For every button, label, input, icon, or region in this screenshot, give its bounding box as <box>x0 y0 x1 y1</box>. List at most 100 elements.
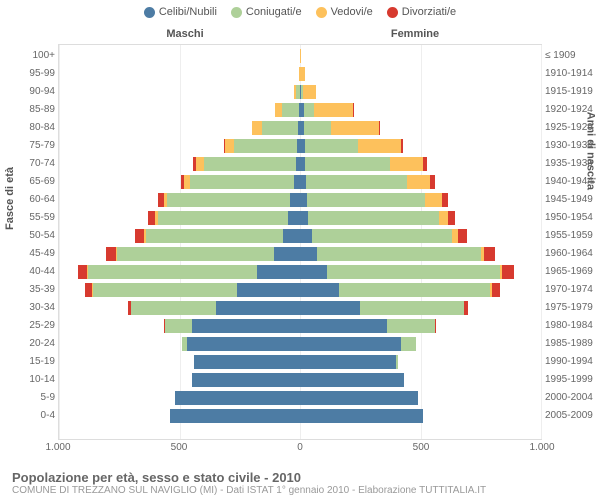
age-row: 100+≤ 1909 <box>59 47 541 65</box>
age-label: 45-49 <box>17 245 55 263</box>
age-label: 70-74 <box>17 155 55 173</box>
segment-d <box>135 229 143 243</box>
segment-v <box>196 157 204 171</box>
bar-left <box>135 229 300 243</box>
celibi-swatch-icon <box>144 7 155 18</box>
bar-right <box>300 67 305 81</box>
gender-headers: Maschi Femmine <box>70 28 530 40</box>
segment-c <box>300 265 327 279</box>
bar-right <box>300 247 495 261</box>
segment-d <box>148 211 155 225</box>
bar-left <box>252 121 300 135</box>
legend-label: Celibi/Nubili <box>159 6 217 18</box>
legend: Celibi/NubiliConiugati/eVedovi/eDivorzia… <box>0 0 600 18</box>
age-row: 45-491960-1964 <box>59 245 541 263</box>
segment-c <box>300 337 401 351</box>
segment-co <box>190 175 294 189</box>
age-row: 75-791930-1934 <box>59 137 541 155</box>
age-label: 95-99 <box>17 65 55 83</box>
segment-co <box>304 103 315 117</box>
birth-year-label: 1945-1949 <box>545 191 597 209</box>
segment-d <box>492 283 500 297</box>
age-label: 15-19 <box>17 353 55 371</box>
age-row: 40-441965-1969 <box>59 263 541 281</box>
bar-right <box>300 265 514 279</box>
segment-co <box>387 319 435 333</box>
birth-year-label: ≤ 1909 <box>545 47 597 65</box>
bar-left <box>85 283 300 297</box>
bar-right <box>300 175 435 189</box>
bar-right <box>300 319 436 333</box>
segment-v <box>314 103 353 117</box>
bar-left <box>224 139 300 153</box>
segment-c <box>237 283 300 297</box>
chart-title: Popolazione per età, sesso e stato civil… <box>12 470 588 485</box>
segment-c <box>300 319 387 333</box>
segment-c <box>274 247 301 261</box>
segment-c <box>300 391 418 405</box>
bar-right <box>300 229 467 243</box>
bar-left <box>128 301 300 315</box>
bar-right <box>300 121 380 135</box>
x-tick: 1.000 <box>45 442 70 453</box>
bar-left <box>193 355 300 369</box>
segment-co <box>204 157 296 171</box>
bar-left <box>164 319 300 333</box>
segment-v <box>275 103 282 117</box>
segment-v <box>225 139 235 153</box>
segment-co <box>158 211 288 225</box>
age-label: 25-29 <box>17 317 55 335</box>
birth-year-label: 2000-2004 <box>545 389 597 407</box>
segment-v <box>252 121 262 135</box>
segment-co <box>304 121 331 135</box>
segment-c <box>194 355 300 369</box>
bar-left <box>170 409 300 423</box>
bar-right <box>300 49 301 63</box>
segment-c <box>300 301 360 315</box>
age-label: 60-64 <box>17 191 55 209</box>
age-row: 55-591950-1954 <box>59 209 541 227</box>
segment-d <box>464 301 468 315</box>
age-row: 20-241985-1989 <box>59 335 541 353</box>
segment-co <box>317 247 481 261</box>
chart-area: 100+≤ 190995-991910-191490-941915-191985… <box>58 44 542 440</box>
age-row: 35-391970-1974 <box>59 281 541 299</box>
bar-right <box>300 301 468 315</box>
segment-co <box>165 319 192 333</box>
age-row: 10-141995-1999 <box>59 371 541 389</box>
segment-co <box>93 283 238 297</box>
age-label: 90-94 <box>17 83 55 101</box>
birth-year-label: 1990-1994 <box>545 353 597 371</box>
bar-right <box>300 283 500 297</box>
age-label: 30-34 <box>17 299 55 317</box>
segment-d <box>401 139 403 153</box>
segment-d <box>435 319 436 333</box>
segment-c <box>300 193 307 207</box>
bar-left <box>275 103 300 117</box>
age-label: 35-39 <box>17 281 55 299</box>
segment-co <box>88 265 257 279</box>
segment-co <box>401 337 415 351</box>
segment-v <box>358 139 401 153</box>
vedovi-swatch-icon <box>316 7 327 18</box>
segment-co <box>308 211 438 225</box>
birth-year-label: 1950-1954 <box>545 209 597 227</box>
bar-left <box>193 157 300 171</box>
segment-d <box>502 265 514 279</box>
bar-left <box>148 211 300 225</box>
segment-co <box>262 121 298 135</box>
bar-right <box>300 337 416 351</box>
segment-c <box>290 193 300 207</box>
age-row: 30-341975-1979 <box>59 299 541 317</box>
segment-d <box>430 175 435 189</box>
age-row: 50-541955-1959 <box>59 227 541 245</box>
segment-c <box>300 229 312 243</box>
birth-year-label: 1965-1969 <box>545 263 597 281</box>
segment-d <box>442 193 448 207</box>
segment-c <box>300 211 308 225</box>
bar-right <box>300 391 418 405</box>
birth-year-label: 1975-1979 <box>545 299 597 317</box>
birth-year-label: 1980-1984 <box>545 317 597 335</box>
header-male: Maschi <box>70 28 300 40</box>
segment-d <box>448 211 455 225</box>
